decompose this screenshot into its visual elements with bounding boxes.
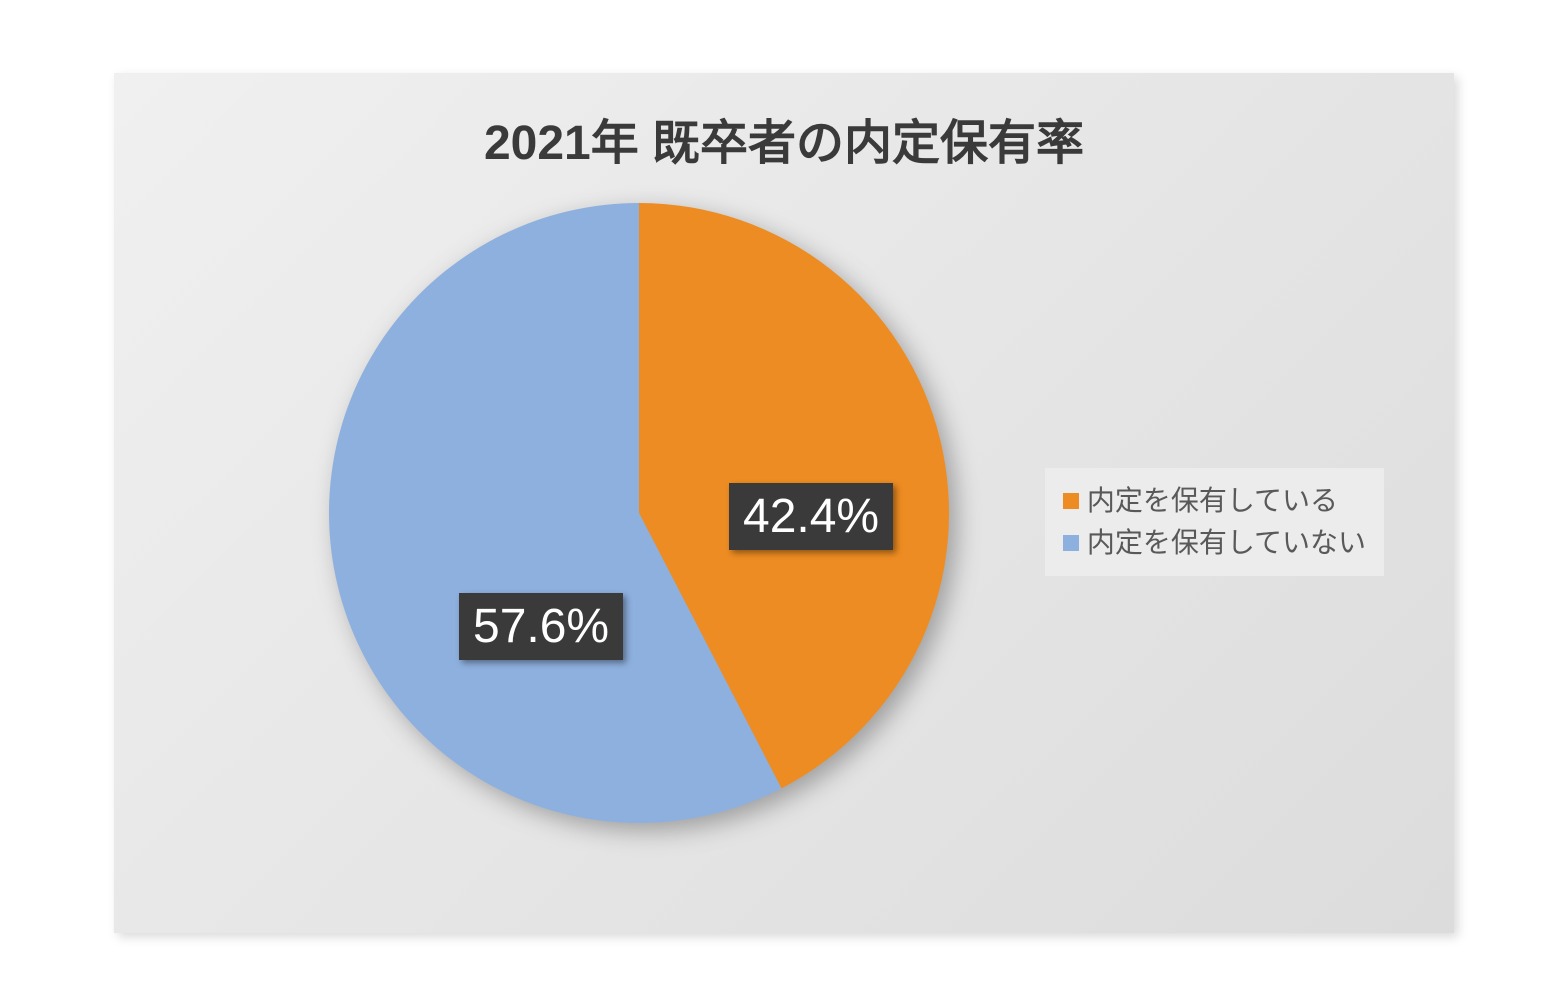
- slice-label-have-offer: 42.4%: [729, 483, 893, 550]
- legend-item-have-offer: 内定を保有している: [1063, 480, 1366, 522]
- legend-label: 内定を保有していない: [1087, 522, 1366, 564]
- chart-container: 2021年 既卒者の内定保有率 42.4% 57.6% 内定を保有している 内定…: [114, 73, 1454, 933]
- legend-marker-icon: [1063, 493, 1079, 509]
- legend-marker-icon: [1063, 535, 1079, 551]
- legend: 内定を保有している 内定を保有していない: [1045, 468, 1384, 576]
- legend-label: 内定を保有している: [1087, 480, 1338, 522]
- pie-chart: 42.4% 57.6%: [329, 203, 949, 823]
- legend-item-no-offer: 内定を保有していない: [1063, 522, 1366, 564]
- chart-title: 2021年 既卒者の内定保有率: [114, 73, 1454, 173]
- slice-label-no-offer: 57.6%: [459, 593, 623, 660]
